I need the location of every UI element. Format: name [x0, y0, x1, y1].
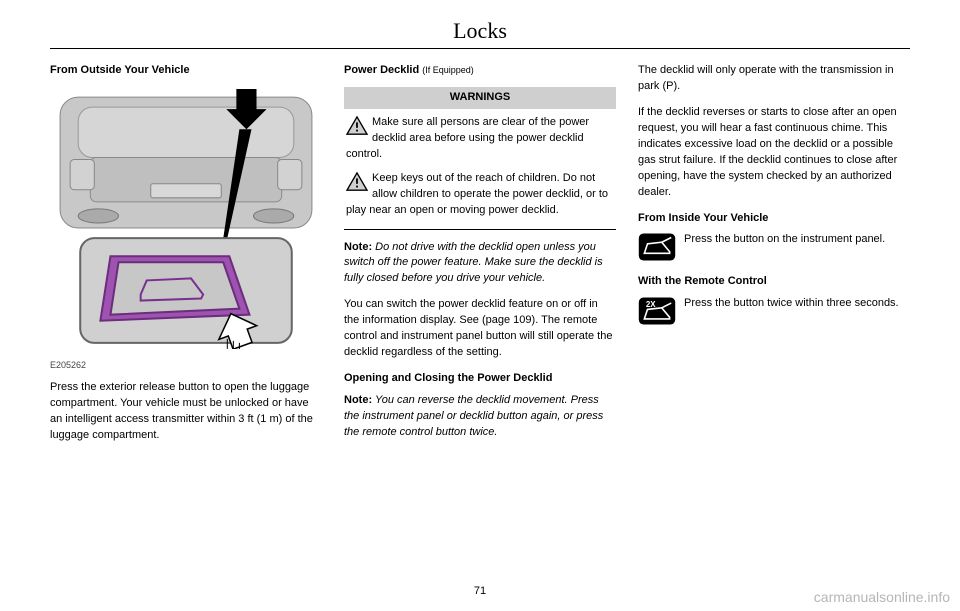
- warning-1-text: Make sure all persons are clear of the p…: [346, 116, 589, 160]
- col2-para-1: You can switch the power decklid feature…: [344, 297, 616, 361]
- column-2: Power Decklid (If Equipped) WARNINGS Mak…: [344, 63, 616, 454]
- column-3: The decklid will only operate with the t…: [638, 63, 910, 454]
- warning-triangle-icon: [346, 116, 368, 136]
- col2-note-1: Note: Do not drive with the decklid open…: [344, 240, 616, 288]
- vehicle-exterior-figure: [50, 87, 322, 349]
- col3-sub1: From Inside Your Vehicle: [638, 211, 910, 227]
- watermark: carmanualsonline.info: [814, 589, 950, 605]
- warnings-body: Make sure all persons are clear of the p…: [344, 109, 616, 230]
- col2-note-2: Note: You can reverse the decklid moveme…: [344, 393, 616, 441]
- inside-vehicle-text: Press the button on the instrument panel…: [684, 232, 885, 248]
- inside-vehicle-row: Press the button on the instrument panel…: [638, 232, 910, 262]
- col2-subheading: Opening and Closing the Power Decklid: [344, 371, 616, 387]
- col2-heading: Power Decklid (If Equipped): [344, 63, 616, 79]
- col3-sub2: With the Remote Control: [638, 274, 910, 290]
- warning-item-1: Make sure all persons are clear of the p…: [346, 115, 614, 163]
- remote-control-text: Press the button twice within three seco…: [684, 296, 899, 312]
- column-1: From Outside Your Vehicle: [50, 63, 322, 454]
- remote-control-row: 2X Press the button twice within three s…: [638, 296, 910, 326]
- warning-triangle-icon: [346, 172, 368, 192]
- warnings-header: WARNINGS: [344, 87, 616, 109]
- note2-label: Note:: [344, 394, 372, 406]
- col3-para-2: If the decklid reverses or starts to clo…: [638, 105, 910, 201]
- note-label: Note:: [344, 241, 372, 253]
- warnings-box: WARNINGS Make sure all persons are clear…: [344, 87, 616, 230]
- col1-para-1: Press the exterior release button to ope…: [50, 380, 322, 444]
- page-title: Locks: [50, 0, 910, 49]
- warning-item-2: Keep keys out of the reach of children. …: [346, 171, 614, 219]
- note-body: Do not drive with the decklid open unles…: [344, 241, 603, 285]
- col1-heading: From Outside Your Vehicle: [50, 63, 322, 79]
- content-columns: From Outside Your Vehicle: [0, 63, 960, 454]
- note2-body: You can reverse the decklid movement. Pr…: [344, 394, 603, 438]
- col2-heading-sub: (If Equipped): [422, 65, 474, 75]
- warning-2-text: Keep keys out of the reach of children. …: [346, 172, 608, 216]
- decklid-2x-icon: 2X: [638, 296, 676, 326]
- figure-caption: E205262: [50, 359, 322, 372]
- col3-para-1: The decklid will only operate with the t…: [638, 63, 910, 95]
- col2-heading-main: Power Decklid: [344, 64, 419, 76]
- icon-2x-badge: 2X: [646, 300, 656, 309]
- decklid-open-icon: [638, 232, 676, 262]
